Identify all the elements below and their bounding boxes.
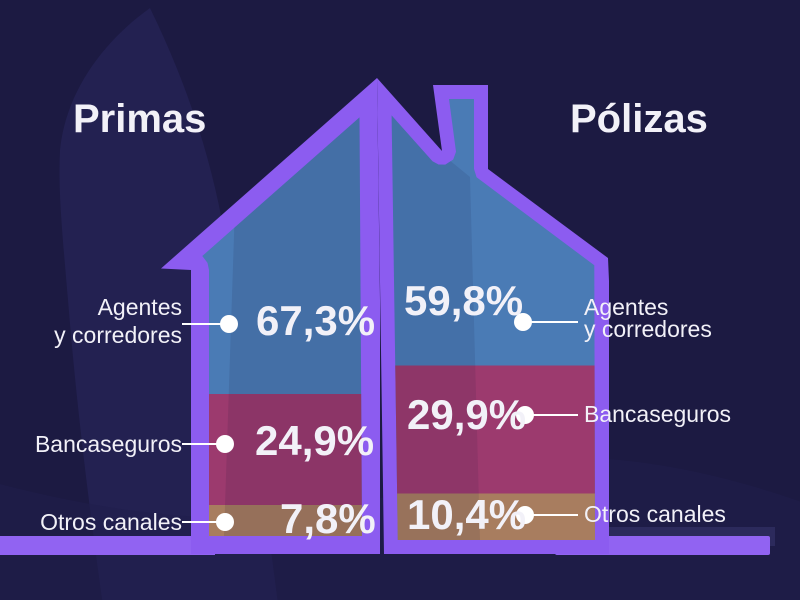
svg-text:67,3%: 67,3% bbox=[256, 297, 375, 344]
svg-text:Otros canales: Otros canales bbox=[40, 509, 182, 535]
svg-text:y corredores: y corredores bbox=[54, 322, 182, 348]
svg-text:Agentes: Agentes bbox=[98, 294, 182, 320]
svg-text:Bancaseguros: Bancaseguros bbox=[584, 401, 731, 427]
svg-text:59,8%: 59,8% bbox=[404, 277, 523, 324]
svg-text:Otros canales: Otros canales bbox=[584, 501, 726, 527]
svg-text:10,4%: 10,4% bbox=[407, 491, 526, 538]
svg-text:29,9%: 29,9% bbox=[407, 391, 526, 438]
svg-text:y corredores: y corredores bbox=[584, 316, 712, 342]
svg-text:Pólizas: Pólizas bbox=[570, 97, 708, 141]
svg-text:Bancaseguros: Bancaseguros bbox=[35, 431, 182, 457]
svg-text:Primas: Primas bbox=[73, 97, 206, 141]
svg-text:24,9%: 24,9% bbox=[255, 417, 374, 464]
svg-text:7,8%: 7,8% bbox=[280, 495, 376, 542]
